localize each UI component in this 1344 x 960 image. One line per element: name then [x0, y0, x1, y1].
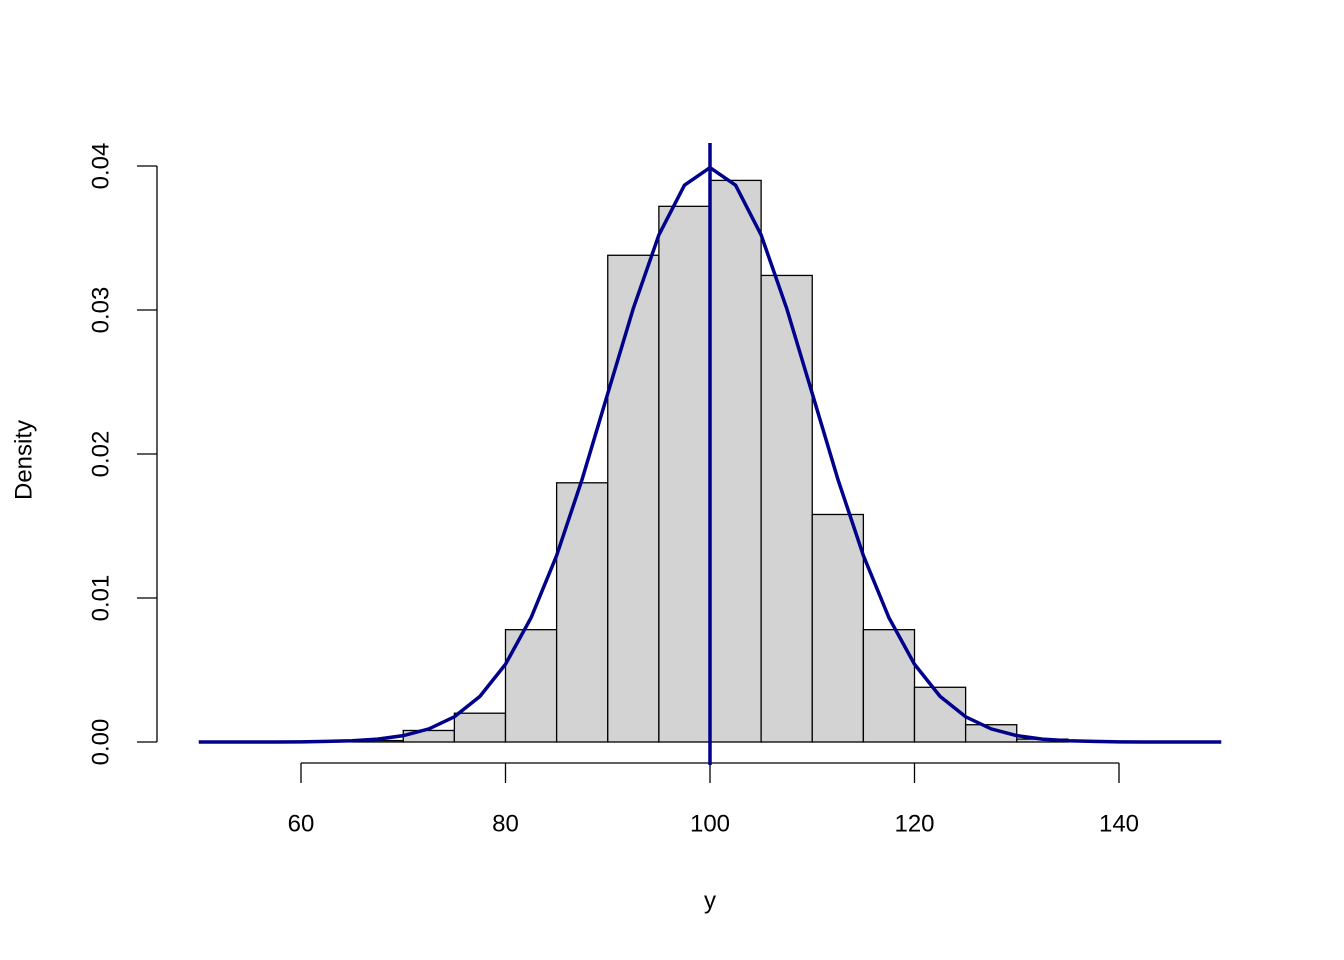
bar [964, 724, 1018, 743]
y-tick-label: 0.01 [87, 575, 114, 622]
x-tick-label: 120 [894, 810, 934, 837]
bar [862, 629, 916, 743]
bar [709, 179, 762, 743]
bar [607, 254, 660, 743]
x-tick-label: 80 [492, 810, 519, 837]
bar [811, 513, 865, 743]
y-tick-label: 0.03 [87, 287, 114, 334]
x-axis-label: y [704, 887, 716, 914]
bar [555, 482, 609, 743]
x-tick-label: 60 [288, 810, 315, 837]
y-tick-label: 0.00 [87, 719, 114, 766]
x-tick-label: 140 [1099, 810, 1139, 837]
y-tick-label: 0.04 [87, 143, 114, 190]
x-tick-label: 100 [690, 810, 730, 837]
bar [453, 712, 507, 743]
bar [504, 629, 558, 743]
bar [760, 274, 813, 743]
bar [658, 205, 711, 743]
y-tick-label: 0.02 [87, 431, 114, 478]
y-axis-label: Density [10, 420, 37, 500]
